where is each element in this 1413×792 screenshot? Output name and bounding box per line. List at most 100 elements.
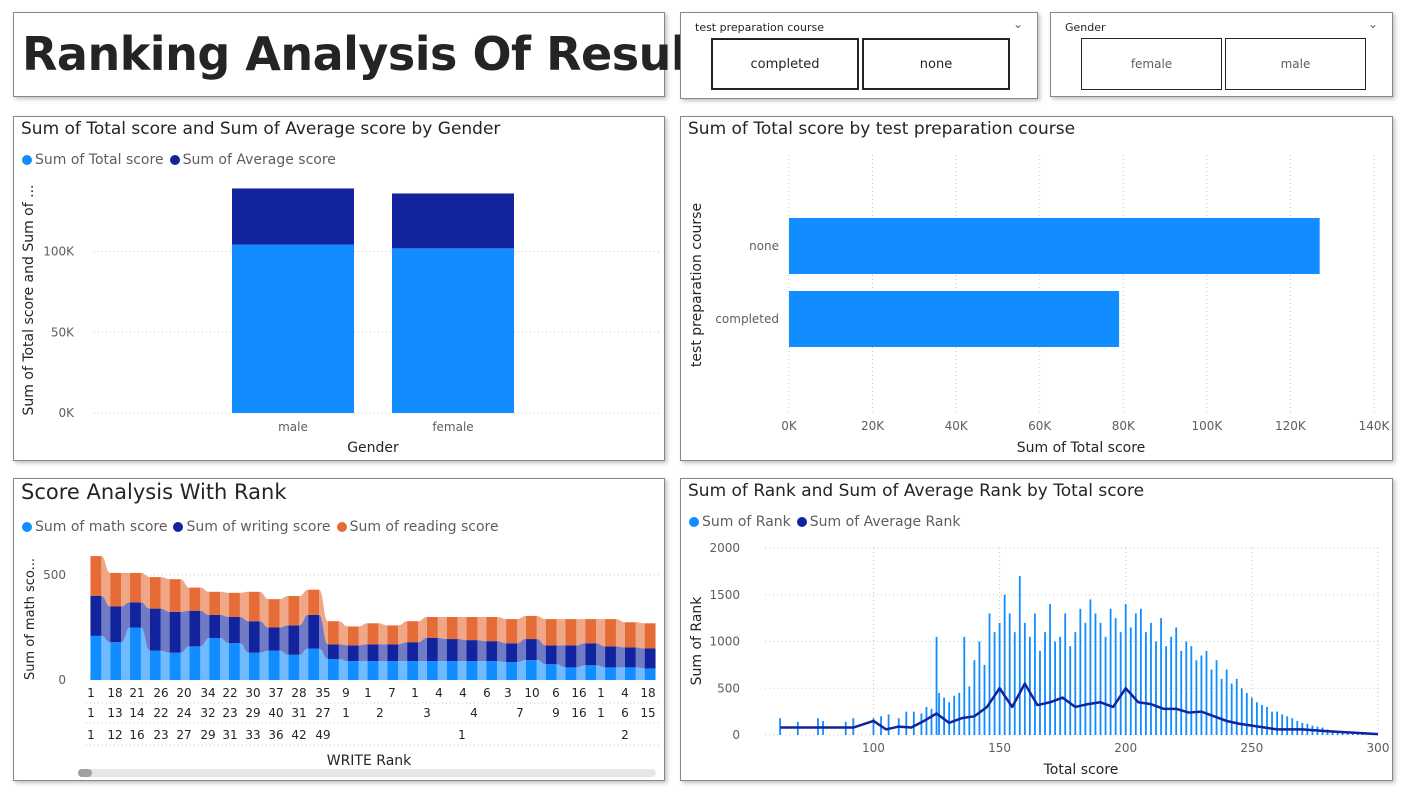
legend-label: Sum of Total score (35, 152, 164, 168)
ribbon-1 (378, 644, 388, 662)
column-segment-2 (565, 619, 577, 646)
bar-rank (1008, 613, 1011, 735)
bar-rank (1205, 650, 1208, 735)
x-tick-label: 100 (862, 741, 885, 755)
column-segment-2 (268, 599, 280, 628)
slicer-option-none[interactable]: none (862, 38, 1010, 90)
bar-rank (1054, 641, 1057, 735)
bar-rank (953, 695, 956, 735)
bar-rank (1013, 632, 1016, 735)
x-axis-title: Gender (347, 440, 399, 456)
bar-rank (912, 711, 915, 735)
ribbon-1 (536, 639, 546, 665)
x-tick-label: 6 (621, 706, 629, 720)
column-segment-1 (288, 625, 300, 655)
chart-legend: Sum of Total score Sum of Average score (22, 152, 336, 168)
column-segment-1 (446, 639, 458, 662)
column-segment-2 (387, 625, 399, 645)
legend-dot-reading (336, 522, 347, 532)
x-tick-label: 26 (153, 686, 168, 700)
column-segment-2 (585, 619, 597, 644)
column-segment-0 (347, 661, 359, 680)
x-tick-label: 22 (153, 706, 168, 720)
chart-total-average-by-gender: Sum of Total score and Sum of Average sc… (13, 116, 665, 461)
x-tick-label: 27 (315, 706, 330, 720)
x-tick-label: 15 (640, 706, 655, 720)
x-tick-label: 10 (524, 686, 539, 700)
bar-rank (1220, 678, 1223, 735)
ribbon-0 (635, 667, 645, 680)
column-segment-0 (426, 661, 438, 680)
column-segment-1 (347, 645, 359, 662)
column-segment-0 (229, 643, 240, 680)
ribbon-0 (140, 627, 150, 680)
ribbon-2 (220, 591, 230, 617)
chart-title: Sum of Total score and Sum of Average sc… (21, 119, 501, 139)
chart-plot: 0K 20K 40K 60K 80K 100K 120K 140K none completed S… (689, 155, 1391, 456)
ribbon-0 (437, 661, 447, 680)
ribbon-2 (140, 572, 150, 609)
chart-rank-by-total: Sum of Rank and Sum of Average Rank by T… (680, 478, 1393, 781)
bar-rank (1028, 636, 1031, 735)
x-tick-label: 29 (200, 728, 215, 742)
scrollbar-thumb[interactable] (78, 769, 92, 777)
x-tick-label: 49 (315, 728, 330, 742)
chevron-down-icon[interactable]: ⌄ (1367, 17, 1378, 31)
y-axis-title: Sum of math sco... (23, 558, 38, 680)
x-tick-label: 1 (87, 686, 95, 700)
bar-rank (1200, 655, 1203, 735)
column-segment-2 (426, 617, 438, 638)
bar-rank (935, 636, 938, 735)
ribbon-0 (239, 643, 249, 680)
ribbon-0 (319, 648, 328, 680)
slicer-option-male[interactable]: male (1225, 38, 1366, 90)
bar-rank (1240, 688, 1243, 735)
y-tick-label: 0K (58, 406, 75, 420)
legend-item: Sum of writing score (173, 519, 331, 535)
ribbon-0 (338, 659, 348, 680)
bar-rank (993, 632, 996, 735)
ribbon-0 (497, 661, 507, 680)
ribbon-0 (398, 661, 408, 680)
column-segment-0 (525, 660, 537, 680)
column-segment-2 (149, 577, 161, 609)
bar-rank (948, 702, 951, 735)
bar-rank (968, 686, 971, 735)
ribbon-1 (477, 640, 487, 662)
ribbon-0 (516, 660, 526, 680)
x-tick-label: 80K (1112, 419, 1136, 433)
legend-item: Sum of reading score (336, 519, 499, 535)
slicer-option-female[interactable]: female (1081, 38, 1222, 90)
slicer-option-completed[interactable]: completed (711, 38, 859, 90)
y-tick-label: 500 (43, 568, 66, 582)
y-tick-label: 100K (43, 245, 75, 259)
legend-item: Sum of Average score (169, 152, 336, 168)
y-tick-label: 2000 (709, 541, 740, 555)
y-tick-label: 0 (58, 673, 66, 687)
ribbon-2 (101, 556, 111, 607)
chart-title: Sum of Rank and Sum of Average Rank by T… (688, 481, 1145, 501)
x-tick-label: 36 (268, 728, 283, 742)
ribbon-1 (516, 639, 526, 663)
x-tick-label: 21 (129, 686, 144, 700)
x-tick-label: 4 (621, 686, 629, 700)
x-tick-label: 33 (245, 728, 260, 742)
column-segment-1 (407, 642, 419, 662)
ribbon-0 (477, 661, 487, 680)
column-segment-2 (90, 556, 102, 596)
ribbon-2 (200, 587, 210, 615)
chart-title: Score Analysis With Rank (21, 480, 287, 504)
column-segment-1 (248, 621, 260, 653)
x-tick-label: 120K (1275, 419, 1307, 433)
ribbon-0 (457, 661, 467, 680)
ribbon-2 (556, 619, 566, 646)
bar-rank (1266, 706, 1268, 735)
horizontal-scrollbar[interactable] (78, 769, 656, 777)
bar-rank (930, 708, 933, 735)
bar-rank (1160, 618, 1162, 735)
chevron-down-icon[interactable]: ⌄ (1012, 17, 1023, 31)
bar-rank (1165, 646, 1167, 735)
bar-rank (1286, 716, 1289, 735)
x-tick-label: 3 (504, 686, 512, 700)
column-segment-2 (367, 623, 379, 645)
